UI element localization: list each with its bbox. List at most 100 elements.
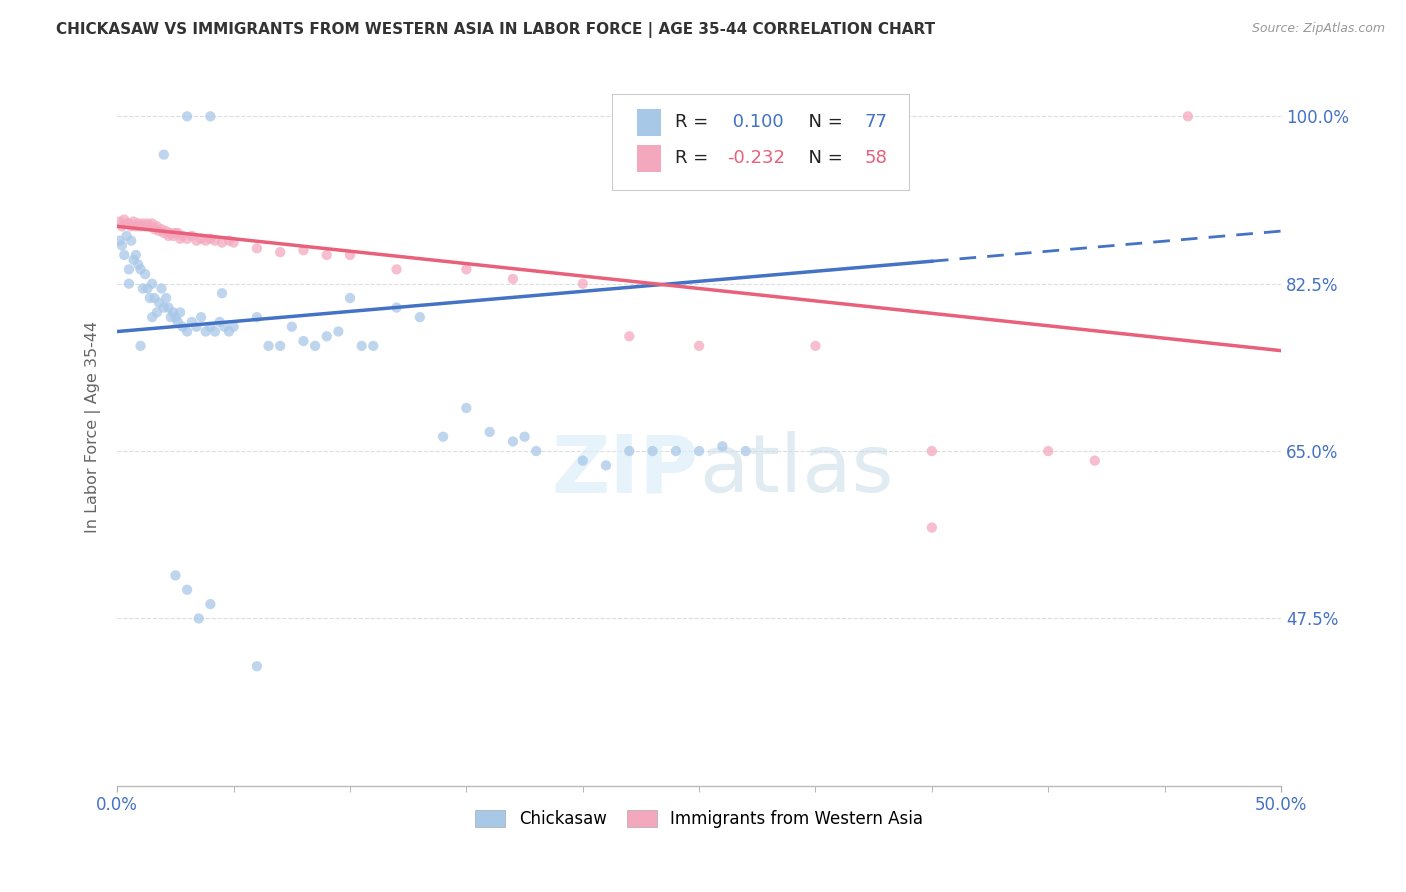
Point: [194, 325, 217, 339]
Point: [129, 262, 152, 277]
Point: [172, 319, 194, 334]
Point: [120, 219, 142, 234]
Point: [339, 291, 361, 305]
Point: [120, 234, 142, 248]
Point: [571, 453, 593, 467]
Point: [159, 226, 181, 240]
Point: [222, 319, 245, 334]
Point: [1177, 109, 1199, 123]
Text: CHICKASAW VS IMMIGRANTS FROM WESTERN ASIA IN LABOR FORCE | AGE 35-44 CORRELATION: CHICKASAW VS IMMIGRANTS FROM WESTERN ASI…: [56, 22, 935, 38]
Point: [132, 217, 155, 231]
Point: [269, 339, 291, 353]
Text: R =: R =: [675, 113, 714, 131]
Text: 0.100: 0.100: [727, 113, 783, 131]
Point: [134, 267, 156, 281]
Point: [153, 147, 176, 161]
Text: R =: R =: [675, 149, 714, 167]
Point: [361, 339, 384, 353]
Point: [129, 339, 152, 353]
Point: [146, 219, 169, 234]
Point: [162, 228, 184, 243]
Point: [108, 234, 131, 248]
Point: [187, 611, 209, 625]
Text: ZIP: ZIP: [553, 431, 699, 509]
Point: [502, 272, 524, 286]
Point: [385, 301, 408, 315]
Point: [292, 334, 315, 348]
Point: [328, 325, 350, 339]
Point: [200, 597, 222, 611]
Point: [118, 262, 141, 277]
Point: [200, 319, 222, 334]
Text: N =: N =: [797, 113, 848, 131]
Point: [118, 217, 141, 231]
FancyBboxPatch shape: [637, 145, 661, 172]
Point: [281, 319, 304, 334]
Point: [190, 310, 212, 325]
Point: [595, 458, 617, 473]
Point: [200, 109, 222, 123]
Point: [246, 659, 269, 673]
Point: [456, 401, 478, 415]
Point: [162, 305, 184, 319]
Point: [157, 301, 180, 315]
FancyBboxPatch shape: [637, 109, 661, 136]
Point: [385, 262, 408, 277]
Point: [153, 301, 176, 315]
Text: -0.232: -0.232: [727, 149, 785, 167]
Point: [665, 444, 688, 458]
Point: [111, 238, 134, 252]
Point: [153, 226, 176, 240]
Point: [190, 232, 212, 246]
FancyBboxPatch shape: [612, 94, 908, 191]
Point: [148, 295, 170, 310]
Point: [127, 217, 149, 231]
Point: [315, 248, 337, 262]
Point: [112, 212, 135, 227]
Point: [155, 224, 177, 238]
Point: [125, 219, 148, 234]
Text: 77: 77: [865, 113, 887, 131]
Text: Source: ZipAtlas.com: Source: ZipAtlas.com: [1251, 22, 1385, 36]
Point: [186, 234, 208, 248]
Point: [711, 439, 734, 453]
Point: [339, 248, 361, 262]
Point: [176, 325, 198, 339]
Point: [150, 222, 173, 236]
Point: [194, 234, 217, 248]
Point: [141, 277, 163, 291]
Point: [139, 291, 162, 305]
Point: [350, 339, 373, 353]
Point: [180, 315, 202, 329]
Point: [218, 325, 240, 339]
Point: [150, 281, 173, 295]
Point: [134, 219, 156, 234]
Point: [148, 224, 170, 238]
Point: [688, 339, 710, 353]
Point: [143, 291, 166, 305]
Point: [166, 226, 188, 240]
Point: [478, 425, 501, 439]
Point: [141, 310, 163, 325]
Point: [200, 232, 222, 246]
Legend: Chickasaw, Immigrants from Western Asia: Chickasaw, Immigrants from Western Asia: [468, 804, 929, 835]
Point: [112, 248, 135, 262]
Point: [139, 219, 162, 234]
Point: [176, 232, 198, 246]
Point: [804, 339, 827, 353]
Point: [214, 319, 236, 334]
Point: [641, 444, 664, 458]
Point: [176, 109, 198, 123]
Point: [456, 262, 478, 277]
Point: [218, 234, 240, 248]
Point: [111, 219, 134, 234]
Point: [921, 520, 943, 534]
Point: [141, 217, 163, 231]
Point: [155, 291, 177, 305]
Point: [122, 252, 145, 267]
Point: [315, 329, 337, 343]
Point: [204, 234, 226, 248]
Point: [619, 444, 641, 458]
Point: [143, 222, 166, 236]
Point: [169, 232, 191, 246]
